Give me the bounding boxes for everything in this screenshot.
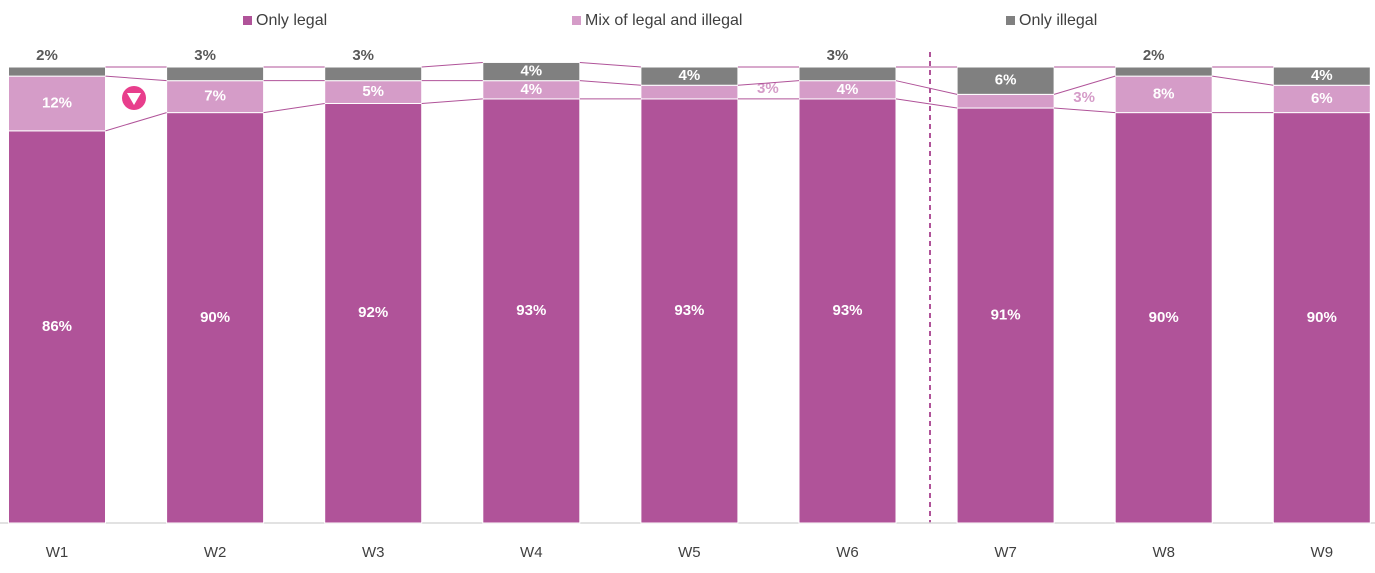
value-label: 93%	[674, 302, 704, 319]
value-label: 3%	[194, 47, 216, 64]
x-tick-label: W2	[204, 544, 227, 561]
value-label: 90%	[1149, 309, 1179, 326]
connector	[105, 75, 167, 82]
bar-segment	[640, 66, 739, 86]
legend-label: Only legal	[256, 12, 327, 29]
value-label: 4%	[1311, 67, 1333, 84]
bar-segment	[1272, 66, 1371, 86]
value-label: 93%	[516, 302, 546, 319]
bar-segment	[640, 98, 739, 524]
connector	[421, 61, 483, 68]
connector	[105, 112, 167, 132]
connector	[895, 98, 958, 109]
bar-segment	[166, 66, 265, 82]
value-label: 3%	[827, 47, 849, 64]
bar-segment	[324, 66, 423, 82]
value-label: 8%	[1153, 85, 1175, 102]
x-tick-label: W6	[836, 544, 859, 561]
bar-segment	[166, 80, 265, 114]
value-label: 2%	[1143, 47, 1165, 64]
bar-segment	[482, 98, 581, 524]
bar-segment	[956, 66, 1055, 95]
bar-segment	[956, 107, 1055, 524]
value-label: 12%	[42, 94, 72, 111]
bar-segment	[798, 98, 897, 524]
connector	[579, 61, 641, 68]
bar-segment	[482, 61, 581, 82]
x-tick-label: W4	[520, 544, 543, 561]
legend-swatch	[243, 16, 252, 25]
connector	[1212, 75, 1274, 86]
bar-segment	[956, 93, 1055, 109]
value-label: 92%	[358, 304, 388, 321]
value-label: 91%	[991, 306, 1021, 323]
decline-marker	[122, 86, 146, 110]
connector	[895, 80, 958, 95]
value-label: 7%	[204, 88, 226, 105]
value-label: 2%	[36, 47, 58, 64]
x-tick-label: W9	[1311, 544, 1334, 561]
connector	[263, 102, 325, 114]
x-tick-label: W7	[994, 544, 1017, 561]
connector	[1053, 75, 1116, 95]
value-label: 90%	[1307, 309, 1337, 326]
connector	[579, 80, 641, 86]
value-label: 3%	[352, 47, 374, 64]
bar-segment	[798, 66, 897, 82]
value-label: 4%	[679, 67, 701, 84]
connector	[737, 80, 800, 86]
legend-label: Mix of legal and illegal	[585, 12, 742, 29]
x-tick-label: W5	[678, 544, 701, 561]
bar-segment	[166, 112, 265, 524]
bar-segment	[1114, 66, 1213, 77]
connector	[421, 98, 483, 104]
value-label: 3%	[1073, 89, 1095, 106]
value-label: 4%	[520, 81, 542, 98]
value-label: 90%	[200, 309, 230, 326]
value-label: 4%	[520, 63, 542, 80]
value-label: 5%	[362, 83, 384, 100]
bar-segment	[1272, 112, 1371, 524]
value-label: 3%	[757, 80, 779, 97]
value-label: 6%	[1311, 90, 1333, 107]
bar-segment	[8, 130, 106, 524]
legend-label: Only illegal	[1019, 12, 1097, 29]
x-tick-label: W1	[46, 544, 69, 561]
bar-segment	[8, 66, 106, 77]
x-tick-label: W3	[362, 544, 385, 561]
legend-swatch	[1006, 16, 1015, 25]
bar-segment	[640, 84, 739, 100]
legend-swatch	[572, 16, 581, 25]
bar-segment	[324, 102, 423, 524]
bar-segment	[1114, 112, 1213, 524]
bar-segment	[1272, 84, 1371, 114]
x-tick-label: W8	[1152, 544, 1175, 561]
value-label: 93%	[832, 302, 862, 319]
value-label: 6%	[995, 72, 1017, 89]
connector	[1054, 107, 1116, 114]
value-label: 86%	[42, 318, 72, 335]
value-label: 4%	[837, 81, 859, 98]
